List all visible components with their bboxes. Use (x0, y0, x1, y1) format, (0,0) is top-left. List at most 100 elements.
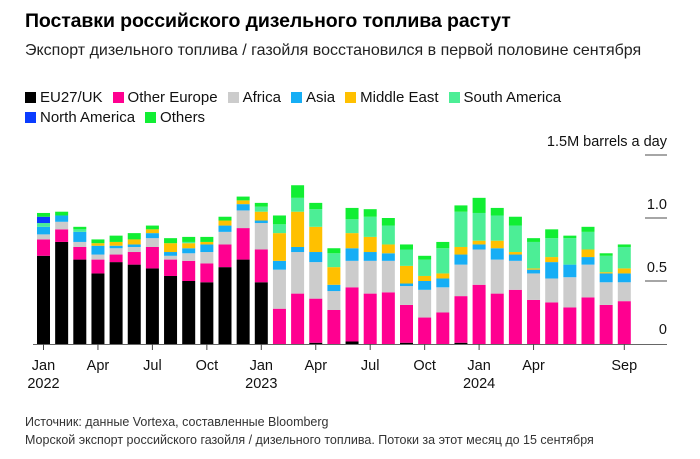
bar-stack-2024-02 (490, 207, 504, 344)
bar-stack-2022-12 (236, 196, 250, 344)
legend-label: Middle East (360, 89, 439, 106)
bar-segment-middle-east (345, 233, 359, 249)
x-tick-label: Apr (304, 358, 327, 374)
bar-segment-other-europe (527, 299, 541, 344)
bar-segment-eu27-uk (200, 282, 214, 344)
bar-segment-middle-east (218, 220, 232, 226)
bar-segment-other-europe (254, 249, 268, 283)
bar-segment-asia (381, 253, 395, 261)
bar-segment-others (508, 216, 522, 226)
bar-segment-other-europe (436, 312, 450, 344)
bar-segment-africa (345, 260, 359, 288)
bar-segment-eu27-uk (37, 255, 50, 344)
bar-segment-others (109, 235, 123, 242)
x-tick-year-label: 2022 (27, 376, 59, 392)
legend-label: South America (463, 89, 562, 106)
bar-stack-2023-03 (291, 185, 305, 344)
bar-segment-eu27-uk (55, 241, 69, 344)
bar-segment-africa (91, 254, 105, 260)
bar-segment-middle-east (400, 265, 413, 284)
footer: Источник: данные Vortexa, составленные B… (25, 413, 594, 449)
bar-stack-2022-06 (127, 233, 141, 344)
legend-swatch (290, 92, 302, 103)
bar-segment-other-europe (182, 260, 196, 281)
bar-segment-others (581, 226, 595, 232)
bar-segment-other-europe (164, 259, 178, 276)
bar-stack-2023-11 (436, 241, 450, 344)
bar-stack-2024-07 (581, 226, 595, 344)
legend-item-south-america: South America (448, 88, 562, 108)
bar-segment-other-europe (145, 246, 159, 269)
bar-segment-south-america (37, 223, 50, 227)
bar-segment-middle-east (363, 236, 377, 253)
bar-segment-south-america (599, 255, 613, 273)
bar-segment-asia (109, 245, 123, 249)
bar-segment-south-america (545, 238, 559, 258)
bar-segment-eu27-uk (454, 342, 468, 344)
bar-segment-africa (236, 210, 250, 229)
bar-segment-africa (599, 282, 613, 305)
bar-segment-middle-east (236, 200, 250, 205)
bar-segment-eu27-uk (254, 282, 268, 344)
bar-segment-other-europe (472, 284, 486, 344)
bar-stack-2023-02 (272, 215, 286, 344)
bar-segment-other-europe (599, 304, 613, 344)
bar-segment-other-europe (327, 309, 341, 344)
y-tick-label: 0.5 (647, 260, 667, 276)
legend-label: Africa (242, 89, 281, 106)
x-tick-label: Jul (143, 358, 162, 374)
legend-swatch (227, 92, 239, 103)
bar-segment-asia (563, 264, 577, 278)
bar-segment-others (91, 239, 105, 244)
legend-swatch (448, 92, 460, 103)
bar-segment-other-europe (309, 298, 323, 343)
bar-segment-middle-east (309, 226, 323, 253)
bar-segment-asia (545, 262, 559, 279)
bar-segment-asia (164, 252, 178, 256)
bar-segment-others (200, 236, 214, 242)
x-tick-label: Apr (522, 358, 545, 374)
bar-segment-africa (581, 264, 595, 298)
bar-stack-2023-05 (327, 248, 341, 344)
bar-segment-asia (327, 284, 341, 292)
bar-segment-other-europe (200, 263, 214, 283)
bar-segment-asia (617, 273, 631, 283)
bar-segment-asia (182, 248, 196, 254)
bar-segment-middle-east (182, 243, 196, 249)
bar-segment-middle-east (327, 267, 341, 285)
bar-segment-others (37, 212, 50, 217)
bar-stack-2022-08 (164, 238, 178, 344)
bar-segment-asia (418, 281, 432, 290)
bar-segment-others (309, 202, 323, 210)
bar-segment-middle-east (527, 268, 541, 270)
bar-segment-asia (73, 231, 87, 242)
bar-segment-others (291, 185, 305, 198)
bar-stack-2024-08 (599, 253, 613, 344)
bar-segment-middle-east (508, 252, 522, 255)
bar-segment-asia (508, 254, 522, 261)
bar-stack-2023-12 (454, 205, 468, 344)
bar-segment-africa (291, 252, 305, 294)
bar-segment-other-europe (563, 307, 577, 344)
bar-segment-asia (55, 215, 69, 222)
bar-segment-africa (472, 249, 486, 285)
bar-segment-other-europe (454, 296, 468, 343)
bar-segment-others (218, 216, 232, 221)
bar-segment-south-america (381, 225, 395, 245)
bar-stack-2022-09 (182, 236, 196, 344)
legend-label: EU27/UK (40, 89, 103, 106)
bar-segment-south-america (581, 231, 595, 250)
bar-segment-others (145, 225, 159, 230)
bar-segment-other-europe (291, 293, 305, 344)
bar-stack-2022-01 (37, 212, 50, 344)
bar-segment-north-america (37, 216, 50, 224)
bar-stack-2022-05 (109, 235, 123, 344)
bar-stack-2022-03 (73, 226, 87, 344)
bar-segment-south-america (617, 246, 631, 269)
bar-segment-other-europe (109, 254, 123, 263)
legend-item-asia: Asia (290, 88, 335, 108)
x-tick-label: Jan (250, 358, 273, 374)
bar-segment-middle-east (472, 240, 486, 245)
bar-segment-asia (363, 252, 377, 261)
source-note: Источник: данные Vortexa, составленные B… (25, 415, 329, 429)
